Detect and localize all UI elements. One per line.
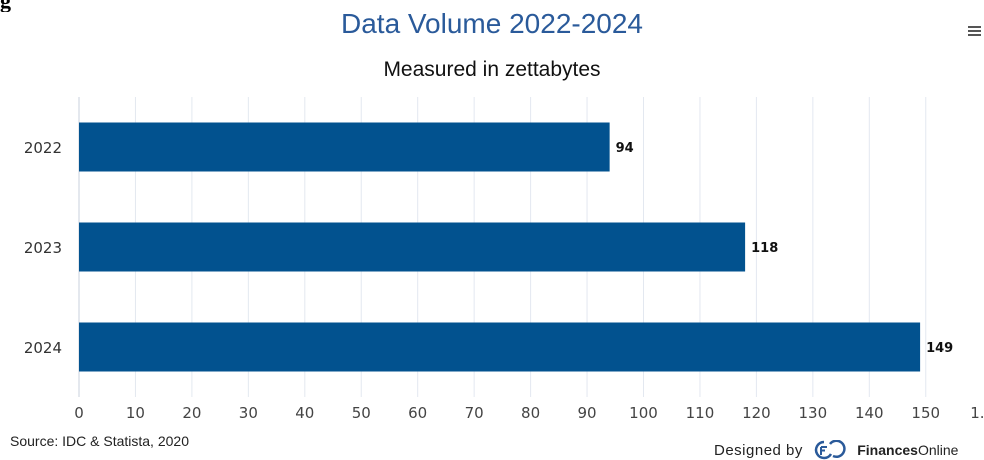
category-label: 2024 [24, 339, 62, 357]
bar [79, 322, 921, 372]
category-label: 2023 [24, 239, 62, 257]
x-tick-label: 40 [295, 404, 314, 422]
data-label: 94 [616, 141, 634, 156]
x-tick-label: 110 [686, 404, 715, 422]
data-label: 118 [751, 241, 778, 256]
bar-chart: 2022 94 2023 118 2024 149 0 10 20 30 40 50 60 70 80 90 1… [24, 97, 984, 422]
x-tick-label: 130 [799, 404, 828, 422]
data-label: 149 [926, 341, 953, 356]
financesonline-logo-icon [814, 440, 846, 460]
x-tick-label: 10 [126, 404, 145, 422]
chart-subtitle: Measured in zettabytes [383, 58, 601, 81]
x-tick-label: 60 [408, 404, 427, 422]
x-tick-label: 70 [465, 404, 484, 422]
x-tick-label: 30 [239, 404, 258, 422]
x-tick-label: 90 [578, 404, 597, 422]
source-note: Source: IDC & Statista, 2020 [10, 433, 189, 449]
x-tick-label: 120 [742, 404, 771, 422]
bar [79, 122, 610, 172]
x-tick-label: 140 [855, 404, 884, 422]
x-tick-label: 0 [74, 404, 84, 422]
hamburger-menu-icon[interactable] [968, 24, 984, 38]
brand-name: FinancesOnline [857, 442, 959, 458]
bar [79, 222, 746, 272]
x-tick-label: 100 [629, 404, 658, 422]
x-tick-label: 20 [182, 404, 201, 422]
x-tick-label: 1... [970, 404, 984, 422]
designer-credit[interactable]: Designed by FinancesOnline [714, 440, 958, 460]
x-tick-label: 50 [352, 404, 371, 422]
category-label: 2022 [24, 139, 62, 157]
top-left-text-fragment: g [0, 0, 16, 12]
x-tick-label: 80 [521, 404, 540, 422]
x-tick-label: 150 [911, 404, 940, 422]
chart-title: Data Volume 2022-2024 [341, 8, 643, 39]
credit-label: Designed by [714, 441, 803, 459]
